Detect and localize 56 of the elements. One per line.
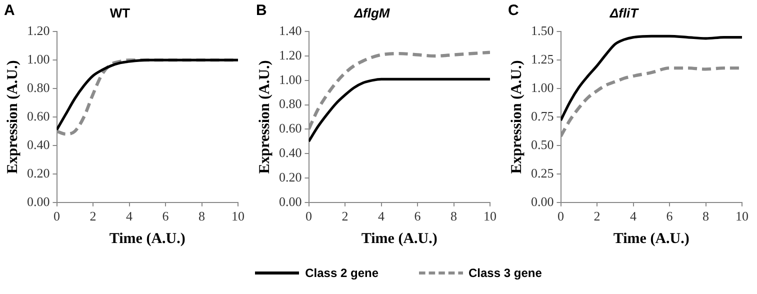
x-tick-label: 6 [666,208,674,224]
y-tick-label: 1.00 [279,72,302,87]
x-tick-label: 2 [342,208,348,224]
x-tick-label: 4 [126,208,133,224]
y-tick-label: 1.00 [27,51,50,66]
x-tick-label: 0 [558,208,564,224]
x-tick-label: 0 [54,208,60,224]
y-tick-label: 0.60 [27,108,50,124]
x-tick-label: 6 [414,208,422,224]
x-tick-label: 0 [306,208,312,224]
x-tick-label: 10 [736,208,748,224]
y-tick-label: 0.40 [279,145,302,160]
y-tick-label: 0.25 [531,165,554,180]
legend-label: Class 2 gene [305,266,378,280]
x-tick-label: 4 [378,208,385,224]
x-tick-label: 2 [90,208,96,224]
x-axis-title: Time (A.U.) [109,230,186,247]
x-tick-label: 10 [484,208,496,224]
y-tick-label: 0.50 [531,136,554,152]
x-tick-label: 8 [198,208,205,224]
chart-title: ΔfliT [608,5,640,20]
y-tick-label: 1.00 [531,80,554,95]
y-tick-label: 0.00 [27,194,50,209]
y-tick-label: 0.00 [531,194,554,209]
y-tick-label: 0.60 [279,120,302,136]
y-tick-label: 1.20 [27,23,50,38]
text: C [508,2,519,19]
y-axis-title: Expression (A.U.) [4,60,21,174]
chart-title: WT [110,5,130,20]
x-tick-label: 8 [702,208,709,224]
x-axis-title: Time (A.U.) [613,230,690,247]
y-tick-label: 1.25 [531,51,554,66]
y-tick-label: 0.80 [27,80,50,95]
y-axis-title: Expression (A.U.) [508,60,525,174]
x-axis-title: Time (A.U.) [361,230,438,247]
y-tick-label: 0.40 [27,136,50,152]
x-tick-label: 10 [232,208,244,224]
text: B [256,2,267,19]
line-series [308,78,490,143]
y-tick-label: 0.80 [279,96,302,112]
y-tick-label: 0.00 [279,194,302,209]
y-tick-label: 0.20 [279,169,302,184]
x-tick-label: 4 [630,208,637,224]
y-tick-label: 1.40 [279,23,302,38]
chart-title: ΔflgM [353,5,391,20]
line-series [560,34,742,122]
legend-label: Class 3 gene [468,266,542,280]
x-tick-label: 6 [162,208,170,224]
x-tick-label: 2 [594,208,600,224]
y-tick-label: 1.20 [279,47,302,62]
y-tick-label: 1.50 [531,23,554,38]
x-tick-label: 8 [450,208,457,224]
y-tick-label: 0.20 [27,165,50,180]
y-axis-title: Expression (A.U.) [256,60,273,174]
y-tick-label: 0.75 [531,108,554,124]
text: A [4,2,15,19]
